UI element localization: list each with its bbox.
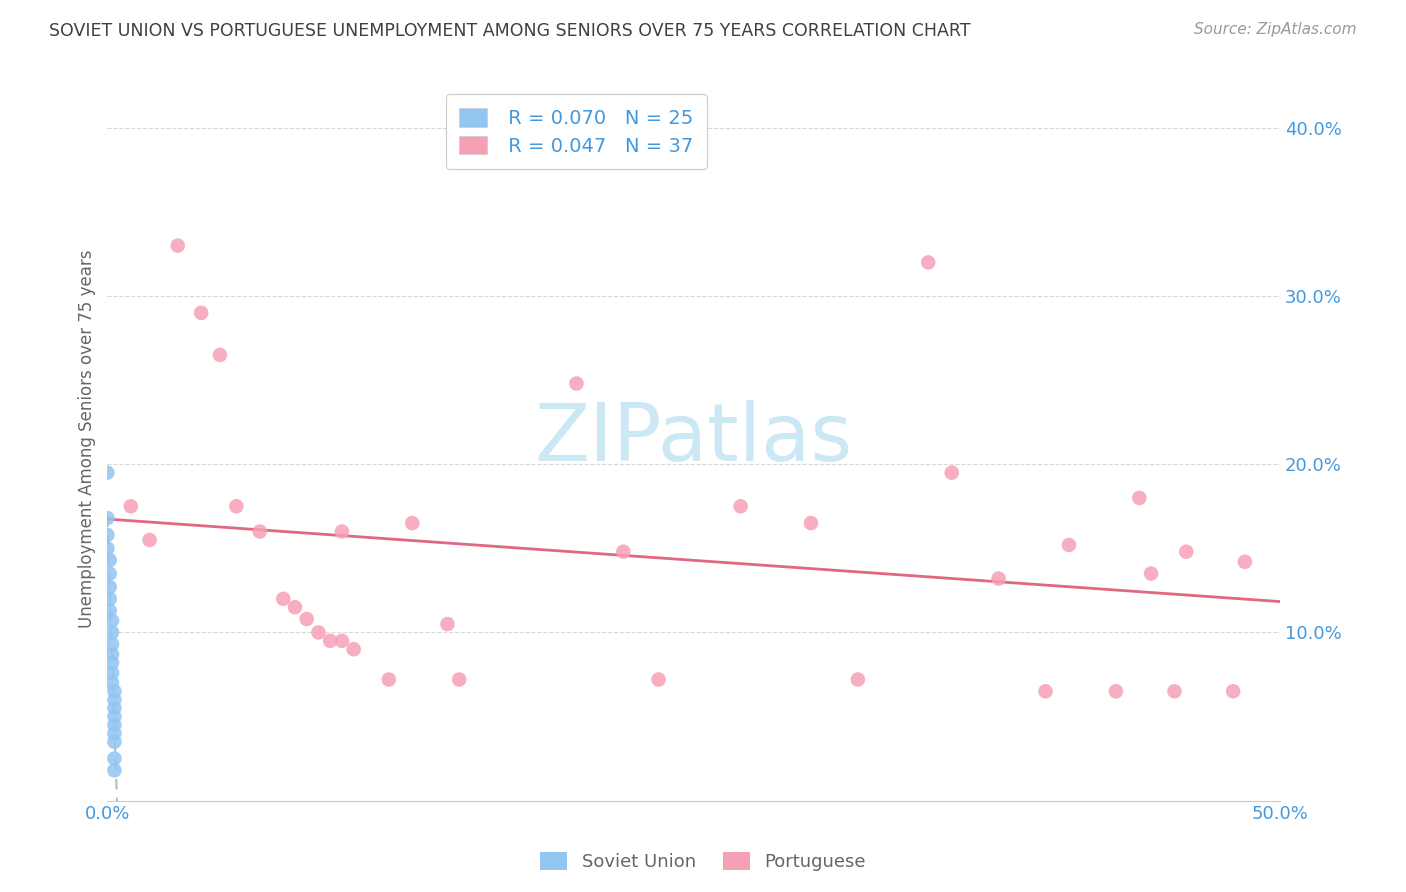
- Point: [987, 572, 1010, 586]
- Point: [103, 764, 125, 778]
- Point: [98, 553, 121, 567]
- Point: [103, 701, 125, 715]
- Point: [1163, 684, 1185, 698]
- Point: [103, 726, 125, 740]
- Point: [1222, 684, 1244, 698]
- Point: [96, 541, 118, 556]
- Point: [120, 500, 142, 514]
- Point: [96, 466, 118, 480]
- Point: [378, 673, 401, 687]
- Point: [1233, 555, 1256, 569]
- Y-axis label: Unemployment Among Seniors over 75 years: Unemployment Among Seniors over 75 years: [79, 250, 96, 628]
- Point: [101, 614, 124, 628]
- Point: [101, 656, 124, 670]
- Point: [98, 604, 121, 618]
- Point: [166, 238, 188, 252]
- Point: [330, 633, 353, 648]
- Legend:  R = 0.070   N = 25,  R = 0.047   N = 37: R = 0.070 N = 25, R = 0.047 N = 37: [446, 95, 707, 169]
- Legend: Soviet Union, Portuguese: Soviet Union, Portuguese: [533, 846, 873, 879]
- Point: [103, 751, 125, 765]
- Point: [101, 637, 124, 651]
- Text: SOVIET UNION VS PORTUGUESE UNEMPLOYMENT AMONG SENIORS OVER 75 YEARS CORRELATION : SOVIET UNION VS PORTUGUESE UNEMPLOYMENT …: [49, 22, 970, 40]
- Point: [225, 500, 247, 514]
- Point: [101, 665, 124, 680]
- Point: [319, 633, 342, 648]
- Point: [101, 648, 124, 662]
- Text: Source: ZipAtlas.com: Source: ZipAtlas.com: [1194, 22, 1357, 37]
- Point: [330, 524, 353, 539]
- Point: [565, 376, 588, 391]
- Point: [103, 735, 125, 749]
- Text: ZIPatlas: ZIPatlas: [534, 400, 853, 478]
- Point: [101, 676, 124, 690]
- Point: [98, 591, 121, 606]
- Point: [1128, 491, 1150, 505]
- Point: [1057, 538, 1080, 552]
- Point: [96, 528, 118, 542]
- Point: [208, 348, 231, 362]
- Point: [98, 566, 121, 581]
- Point: [941, 466, 963, 480]
- Point: [1105, 684, 1128, 698]
- Point: [449, 673, 471, 687]
- Point: [308, 625, 330, 640]
- Point: [284, 600, 307, 615]
- Point: [800, 516, 823, 530]
- Point: [98, 580, 121, 594]
- Point: [436, 617, 458, 632]
- Point: [1140, 566, 1163, 581]
- Point: [138, 533, 160, 547]
- Point: [96, 511, 118, 525]
- Point: [103, 692, 125, 706]
- Point: [271, 591, 294, 606]
- Point: [295, 612, 318, 626]
- Point: [343, 642, 366, 657]
- Point: [846, 673, 869, 687]
- Point: [401, 516, 423, 530]
- Point: [249, 524, 271, 539]
- Point: [917, 255, 939, 269]
- Point: [103, 684, 125, 698]
- Point: [730, 500, 752, 514]
- Point: [103, 709, 125, 723]
- Point: [612, 545, 634, 559]
- Point: [190, 306, 212, 320]
- Point: [647, 673, 669, 687]
- Point: [103, 718, 125, 732]
- Point: [101, 625, 124, 640]
- Point: [1035, 684, 1057, 698]
- Point: [1175, 545, 1198, 559]
